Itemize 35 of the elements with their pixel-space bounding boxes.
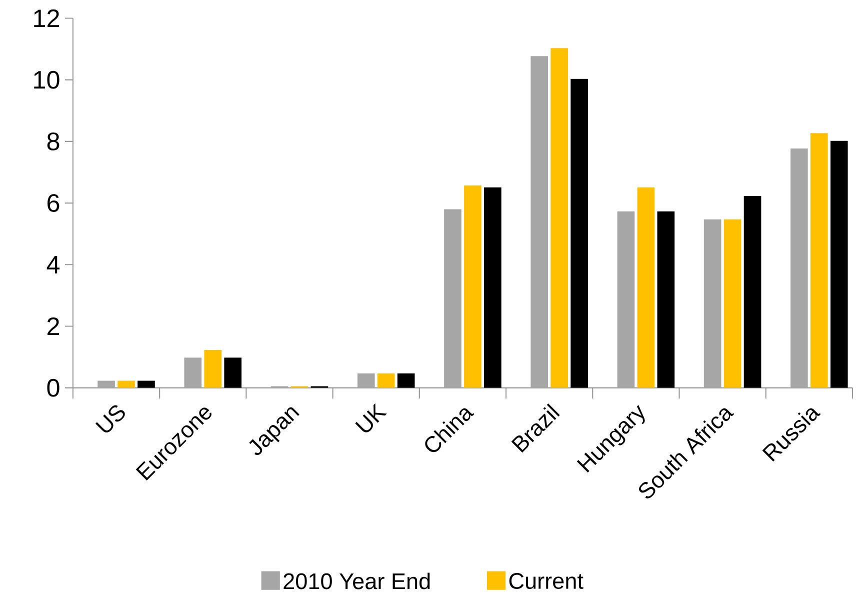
bar	[617, 211, 635, 388]
legend-label: Current	[509, 573, 584, 590]
y-tick-label: 8	[47, 132, 60, 151]
bar	[570, 79, 588, 388]
bar	[224, 358, 242, 388]
bar	[550, 48, 568, 388]
bar	[184, 358, 202, 388]
bar	[444, 209, 462, 388]
y-tick-label: 12	[34, 10, 60, 28]
bar	[704, 220, 722, 388]
legend-label: 2010 Year End	[284, 572, 430, 590]
y-tick-label: 10	[34, 71, 60, 89]
bar	[830, 140, 848, 388]
bar	[138, 380, 155, 388]
bar	[204, 350, 222, 388]
y-tick-label: 4	[46, 256, 60, 274]
bar	[484, 187, 502, 388]
bar	[790, 148, 808, 388]
y-tick-label: 2	[48, 318, 60, 336]
bar	[98, 380, 115, 388]
bar	[464, 186, 482, 388]
bar	[397, 374, 415, 388]
y-tick-label: 6	[48, 194, 60, 212]
bar	[744, 196, 762, 388]
bar	[377, 374, 395, 388]
bar	[530, 56, 548, 388]
bar	[810, 133, 828, 388]
bar	[357, 374, 375, 388]
x-tick-label: US	[95, 405, 125, 433]
x-tick-label: UK	[355, 403, 387, 432]
bar	[724, 220, 742, 388]
bar	[657, 211, 675, 388]
bar	[118, 380, 135, 388]
bar	[637, 187, 655, 388]
y-tick-label: 0	[47, 379, 60, 397]
